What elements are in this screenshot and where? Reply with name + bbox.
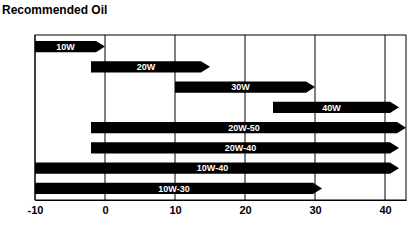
range-bar bbox=[35, 41, 105, 52]
x-tick: 0 bbox=[102, 200, 108, 216]
bar-label: 10W bbox=[56, 42, 75, 52]
grid-line bbox=[315, 35, 316, 200]
bar-labels: 10W 20W 30W 40W 20W-50 20W-40 10W-40 10W-30 bbox=[56, 42, 341, 194]
x-tick-label: 0 bbox=[102, 204, 108, 216]
x-tick-label: 20 bbox=[239, 204, 251, 216]
bar-label: 30W bbox=[231, 82, 250, 92]
grid-line bbox=[175, 35, 176, 200]
range-bar bbox=[35, 183, 322, 194]
x-tick-label: 30 bbox=[309, 204, 321, 216]
grid-line bbox=[245, 35, 246, 200]
title: Recommended Oil bbox=[2, 3, 107, 17]
x-tick: 10 bbox=[169, 200, 181, 216]
x-tick: 30 bbox=[309, 200, 321, 216]
x-tick: -10 bbox=[28, 200, 44, 216]
range-bar bbox=[91, 142, 399, 153]
x-tick: 40 bbox=[379, 200, 391, 216]
x-axis-line bbox=[36, 200, 407, 201]
bar-label: 20W-40 bbox=[225, 143, 256, 153]
x-tick-label: -10 bbox=[28, 204, 44, 216]
plot-frame bbox=[35, 35, 406, 200]
bar-label: 40W bbox=[322, 103, 341, 113]
bar-label: 10W-30 bbox=[158, 184, 189, 194]
x-tick-label: 40 bbox=[379, 204, 391, 216]
bar-label: 10W-40 bbox=[197, 163, 228, 173]
range-bar bbox=[91, 122, 406, 133]
range-bar bbox=[91, 61, 210, 72]
bar-label: 20W-50 bbox=[228, 123, 259, 133]
grid bbox=[35, 35, 385, 200]
x-tick: 20 bbox=[239, 200, 251, 216]
x-tick-label: 10 bbox=[169, 204, 181, 216]
x-axis: -10 0 10 20 30 40 bbox=[28, 200, 407, 216]
chart: Recommended Oil -10 0 10 20 30 40 10W 20W 30W 40W 2… bbox=[0, 0, 417, 235]
bar-label: 20W bbox=[137, 62, 156, 72]
range-bar bbox=[273, 102, 399, 113]
range-bar bbox=[175, 82, 315, 93]
grid-line bbox=[105, 35, 106, 200]
bars bbox=[35, 41, 406, 194]
grid-line bbox=[35, 35, 36, 200]
range-bar bbox=[35, 163, 399, 174]
grid-line bbox=[385, 35, 386, 200]
